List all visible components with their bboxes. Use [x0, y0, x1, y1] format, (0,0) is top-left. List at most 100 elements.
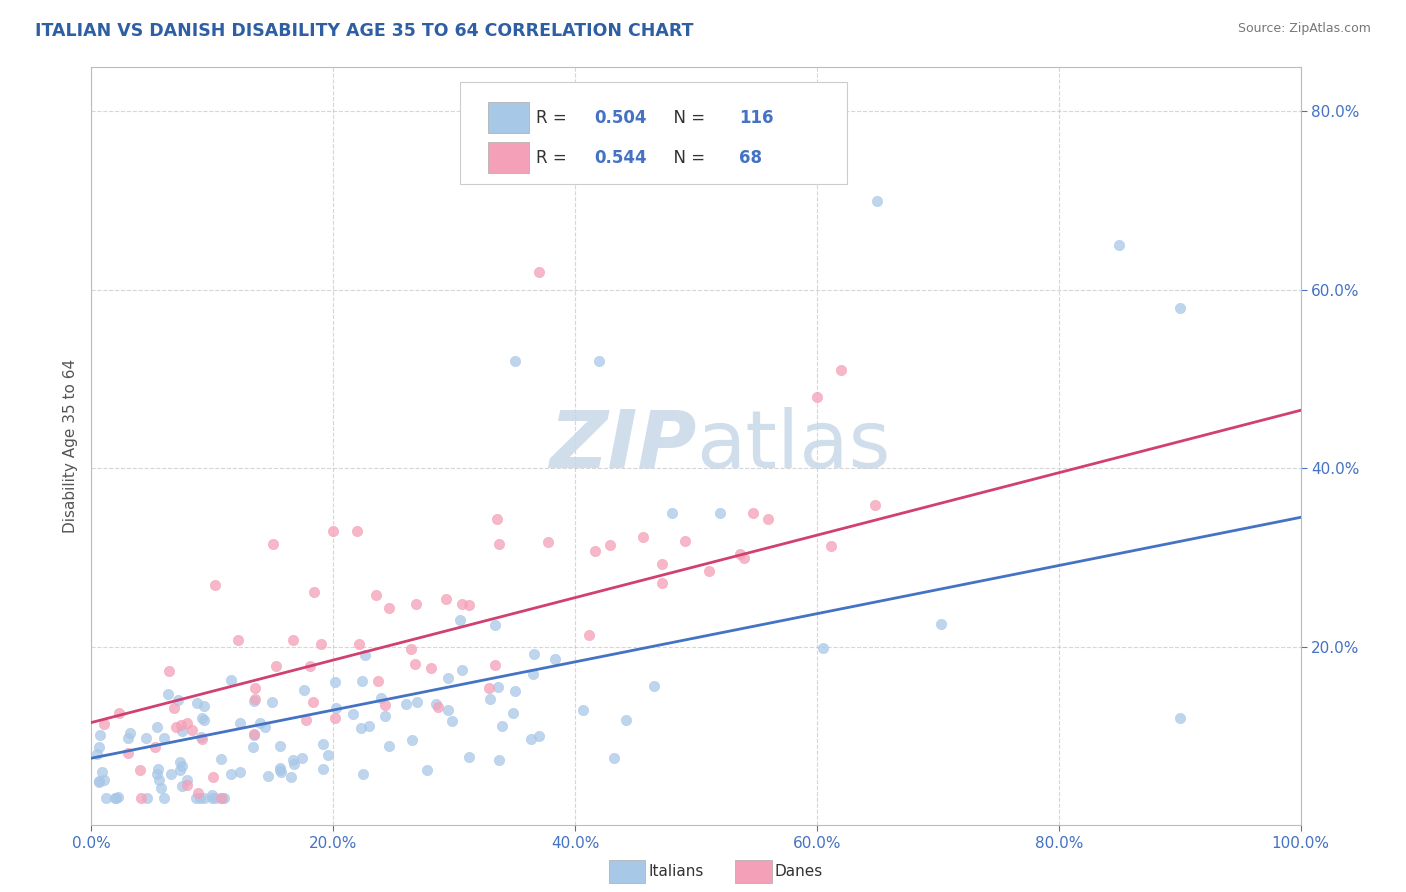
Point	[170, 759, 193, 773]
Point	[243, 692, 266, 706]
Point	[146, 720, 169, 734]
FancyBboxPatch shape	[488, 103, 529, 133]
Point	[108, 706, 131, 721]
Text: 0.504: 0.504	[595, 109, 647, 127]
Point	[221, 767, 243, 781]
Text: N =: N =	[664, 149, 710, 167]
Point	[162, 701, 184, 715]
Point	[441, 714, 464, 728]
Point	[352, 673, 374, 688]
Point	[1108, 238, 1130, 252]
Point	[478, 691, 501, 706]
Point	[148, 773, 170, 788]
Point	[187, 787, 209, 801]
Point	[399, 642, 422, 657]
Text: N =: N =	[664, 109, 710, 127]
Point	[169, 718, 191, 732]
Point	[395, 697, 418, 711]
Point	[243, 727, 266, 741]
Point	[377, 601, 399, 615]
Text: R =: R =	[536, 149, 572, 167]
Point	[120, 726, 142, 740]
Point	[89, 728, 111, 742]
Point	[325, 711, 347, 725]
Point	[160, 767, 183, 781]
Point	[309, 637, 332, 651]
Point	[204, 577, 226, 591]
Point	[166, 693, 188, 707]
Point	[742, 507, 765, 521]
Point	[631, 530, 654, 544]
Point	[434, 591, 457, 606]
Point	[176, 778, 198, 792]
Point	[146, 762, 169, 776]
Point	[129, 763, 152, 777]
Text: Danes: Danes	[775, 864, 823, 879]
Point	[117, 731, 139, 746]
Point	[152, 791, 174, 805]
Point	[357, 719, 380, 733]
Point	[419, 661, 441, 675]
Text: ITALIAN VS DANISH DISABILITY AGE 35 TO 64 CORRELATION CHART: ITALIAN VS DANISH DISABILITY AGE 35 TO 6…	[35, 22, 693, 40]
Text: Italians: Italians	[648, 864, 703, 879]
Point	[709, 506, 731, 520]
Point	[367, 674, 389, 689]
Point	[294, 713, 316, 727]
Point	[89, 774, 111, 789]
Point	[87, 739, 110, 754]
Point	[323, 674, 346, 689]
Point	[1168, 711, 1191, 725]
Point	[243, 727, 266, 741]
Point	[270, 764, 292, 779]
Point	[458, 599, 481, 613]
Point	[572, 703, 595, 717]
Point	[1168, 301, 1191, 315]
Point	[135, 731, 157, 746]
Point	[527, 729, 550, 743]
Point	[209, 752, 232, 766]
Point	[170, 779, 193, 793]
FancyBboxPatch shape	[488, 143, 529, 173]
Point	[374, 698, 396, 712]
Point	[346, 524, 368, 538]
Point	[733, 550, 755, 565]
Point	[169, 756, 191, 770]
Point	[484, 657, 506, 672]
Point	[254, 719, 277, 733]
Point	[165, 720, 187, 734]
Point	[193, 791, 215, 805]
Point	[520, 731, 543, 746]
Point	[181, 723, 204, 737]
Point	[219, 673, 242, 688]
Point	[614, 713, 637, 727]
Point	[149, 781, 172, 796]
Point	[322, 524, 344, 538]
Point	[186, 791, 208, 805]
Point	[830, 363, 852, 377]
Point	[226, 632, 249, 647]
Point	[89, 774, 111, 789]
Point	[599, 538, 621, 552]
Point	[756, 512, 779, 526]
Text: 0.544: 0.544	[595, 149, 647, 167]
Point	[866, 194, 889, 208]
Point	[378, 739, 401, 754]
Point	[188, 791, 211, 805]
Point	[342, 706, 364, 721]
Point	[117, 746, 139, 760]
Point	[484, 618, 506, 632]
Point	[401, 732, 423, 747]
Point	[651, 575, 673, 590]
Point	[451, 597, 474, 611]
Point	[211, 791, 233, 805]
Point	[458, 750, 481, 764]
Point	[176, 773, 198, 788]
Point	[502, 706, 524, 720]
Point	[169, 763, 191, 777]
Point	[249, 715, 271, 730]
Point	[316, 748, 339, 763]
Point	[291, 751, 314, 765]
Point	[146, 766, 169, 780]
Point	[451, 664, 474, 678]
Point	[436, 671, 458, 685]
